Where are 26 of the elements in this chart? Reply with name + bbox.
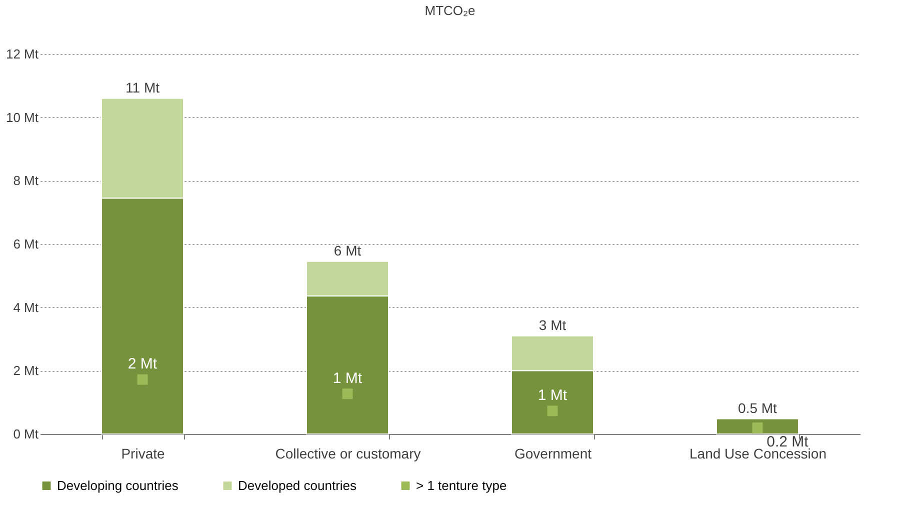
total-label: 11 Mt <box>126 79 160 96</box>
data-label: 1 Mt <box>332 370 363 387</box>
y-tick-label: 10 Mt <box>6 110 39 125</box>
y-tick-label: 12 Mt <box>6 46 39 62</box>
data-label: 1 Mt <box>538 386 568 404</box>
y-tick-label: 6 Mt <box>13 236 39 252</box>
point <box>137 374 148 385</box>
y-tick-label: 2 Mt <box>13 363 39 378</box>
point <box>752 422 763 433</box>
legend-label: > 1 tenture type <box>416 478 507 493</box>
data-label: 2 Mt <box>128 356 158 373</box>
y-tick-label: 8 Mt <box>13 173 39 188</box>
point <box>547 406 558 416</box>
y-tick-label: 4 Mt <box>13 300 39 315</box>
total-label: 0.5 Mt <box>738 400 778 416</box>
total-label: 6 Mt <box>334 242 362 258</box>
bar <box>716 418 799 434</box>
x-tick-label: Collective or customary <box>275 446 421 462</box>
y-tick-label: 0 Mt <box>13 426 39 442</box>
total-label: 3 Mt <box>538 316 566 333</box>
x-tick-label: Government <box>514 446 592 462</box>
point <box>342 388 353 400</box>
chart-title: MTCO₂e <box>424 3 476 18</box>
legend-label: Developed countries <box>238 478 358 493</box>
x-tick-label: Private <box>121 446 165 462</box>
legend-label: Developing countries <box>57 478 179 493</box>
